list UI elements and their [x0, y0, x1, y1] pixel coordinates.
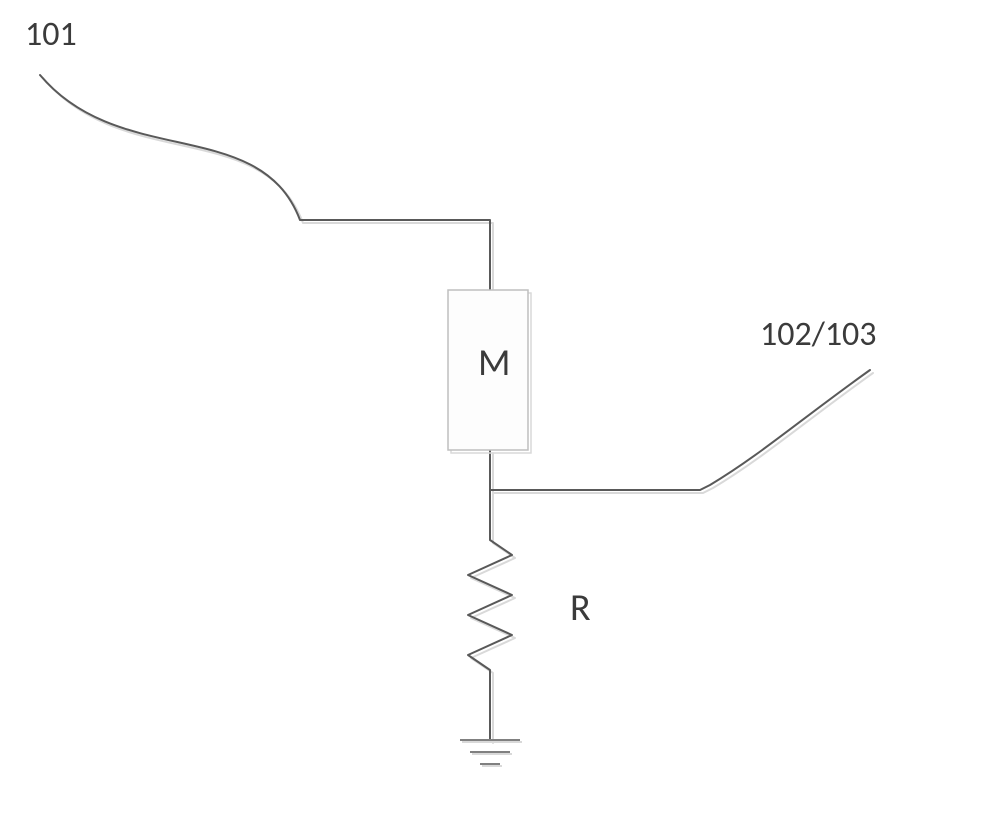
wire-right: [490, 370, 873, 493]
label-R: R: [570, 585, 591, 631]
resistor-symbol: [468, 490, 515, 723]
label-101: 101: [25, 14, 77, 55]
label-102-103: 102/103: [760, 314, 877, 355]
ground-symbol: [460, 740, 522, 766]
label-M: M: [478, 340, 511, 386]
wire-top: [40, 75, 493, 293]
